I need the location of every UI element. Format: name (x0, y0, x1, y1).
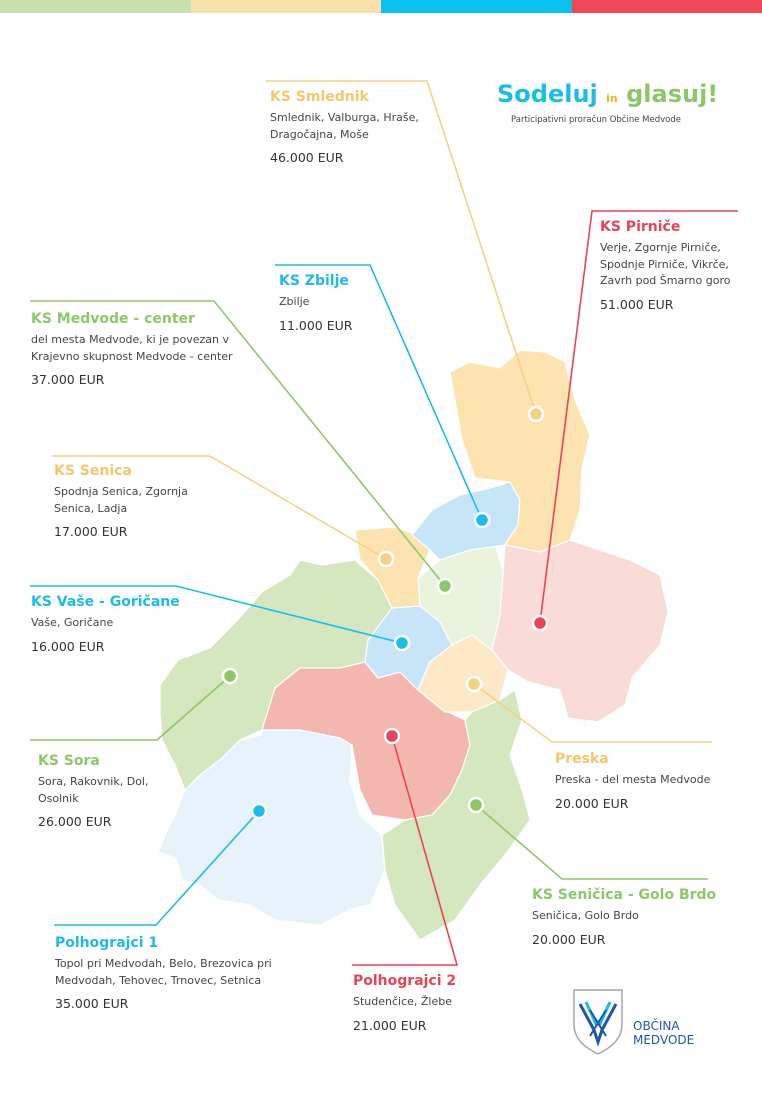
marker-polhograjci-2[interactable] (383, 727, 401, 745)
campaign-title-part1: Sodeluj (497, 80, 598, 108)
area-label-medvode-center: KS Medvode - center del mesta Medvode, k… (31, 310, 236, 388)
top-bar-segment-blue (381, 0, 572, 13)
area-name: KS Zbilje (279, 273, 349, 289)
campaign-title-in: in (606, 92, 618, 105)
area-label-senicica-golo-brdo: KS Seničica - Golo Brdo Seničica, Golo B… (532, 886, 747, 948)
area-name: Polhograjci 2 (353, 973, 457, 989)
area-name: KS Sora (38, 753, 100, 769)
area-amount: 20.000 EUR (555, 795, 629, 811)
area-places: Zbilje (279, 295, 310, 308)
area-places: Topol pri Medvodah, Belo, Brezovica pri … (55, 957, 272, 987)
area-amount: 35.000 EUR (55, 996, 129, 1011)
area-places: Sora, Rakovnik, Dol, Osolnik (38, 775, 149, 805)
leader-line-sora (30, 675, 231, 741)
area-label-senica: KS Senica Spodnja Senica, Zgornja Senica… (54, 462, 214, 540)
area-label-zbilje: KS Zbilje Zbilje 11.000 EUR (279, 272, 409, 334)
leader-line-senica (52, 455, 387, 560)
area-places: Verje, Zgornje Pirniče, Spodnje Pirniče,… (600, 241, 731, 287)
area-label-sora: KS Sora Sora, Rakovnik, Dol, Osolnik 26.… (38, 752, 158, 830)
marker-smlednik[interactable] (527, 405, 545, 423)
municipality-name: OBČINA MEDVODE (633, 1019, 694, 1047)
area-name: Polhograjci 1 (55, 935, 159, 951)
area-amount: 21.000 EUR (353, 1017, 427, 1033)
map-regions (157, 349, 669, 941)
area-amount: 20.000 EUR (532, 931, 606, 947)
marker-senica[interactable] (377, 550, 395, 568)
top-bar-segment-yellow (190, 0, 381, 13)
area-amount: 16.000 EUR (31, 638, 105, 654)
area-label-vase-goricane: KS Vaše - Goričane Vaše, Goričane 16.000… (31, 593, 211, 655)
area-places: Studenčice, Žlebe (353, 995, 453, 1008)
campaign-logo: Sodeluj in glasuj! Participativni prorač… (497, 80, 718, 125)
region-zbilje[interactable] (411, 481, 521, 561)
marker-preska[interactable] (465, 675, 483, 693)
area-places: del mesta Medvode, ki je povezan v Kraje… (31, 333, 233, 363)
marker-medvode-center[interactable] (436, 577, 454, 595)
marker-pirnice[interactable] (531, 614, 549, 632)
area-label-polhograjci-1: Polhograjci 1 Topol pri Medvodah, Belo, … (55, 934, 295, 1012)
top-color-bar (0, 0, 762, 13)
area-label-preska: Preska Preska - del mesta Medvode 20.000… (555, 750, 735, 812)
campaign-title: Sodeluj in glasuj! (497, 80, 718, 113)
area-amount: 37.000 EUR (31, 372, 105, 387)
leader-line-medvode-center (30, 300, 446, 587)
area-label-pirnice: KS Pirniče Verje, Zgornje Pirniče, Spodn… (600, 218, 750, 313)
marker-senicica-golo-brdo[interactable] (467, 796, 485, 814)
municipality-logo: OBČINA MEDVODE (570, 986, 730, 1056)
coat-of-arms-icon (573, 989, 623, 1055)
leader-lines (30, 80, 738, 966)
area-amount: 17.000 EUR (54, 524, 128, 539)
region-senicica-golo-brdo[interactable] (381, 689, 531, 941)
area-name: KS Senica (54, 463, 132, 479)
area-amount: 51.000 EUR (600, 296, 674, 312)
area-name: Preska (555, 751, 609, 767)
marker-zbilje[interactable] (473, 511, 491, 529)
area-amount: 46.000 EUR (270, 150, 344, 165)
leader-line-polhograjci-2 (352, 735, 459, 966)
leader-line-pirnice (539, 210, 738, 624)
area-amount: 11.000 EUR (279, 317, 353, 333)
municipality-name-line1: OBČINA (633, 1019, 680, 1033)
area-name: KS Medvode - center (31, 311, 195, 327)
area-name: KS Vaše - Goričane (31, 594, 180, 610)
area-name: KS Smlednik (270, 89, 369, 105)
area-name: KS Seničica - Golo Brdo (532, 887, 717, 903)
area-name: KS Pirniče (600, 219, 681, 235)
leader-line-smlednik (266, 80, 537, 415)
campaign-title-part2: glasuj! (626, 80, 719, 108)
marker-vase-goricane[interactable] (393, 634, 411, 652)
leader-line-zbilje (275, 264, 483, 521)
area-places: Spodnja Senica, Zgornja Senica, Ladja (54, 485, 188, 515)
area-places: Seničica, Golo Brdo (532, 909, 639, 922)
leader-line-senicica-golo-brdo (475, 804, 708, 880)
region-polhograjci-1[interactable] (157, 727, 386, 926)
municipality-name-line2: MEDVODE (633, 1033, 695, 1047)
area-places: Preska - del mesta Medvode (555, 773, 711, 786)
marker-polhograjci-1[interactable] (250, 802, 268, 820)
leader-line-vase-goricane (30, 585, 403, 644)
region-pirnice[interactable] (491, 539, 669, 723)
area-amount: 26.000 EUR (38, 814, 112, 829)
top-bar-segment-red (571, 0, 762, 13)
leader-line-preska (473, 683, 712, 743)
area-places: Smlednik, Valburga, Hraše, Dragočajna, M… (270, 111, 419, 141)
leader-line-polhograjci-1 (54, 810, 260, 926)
region-markers (221, 405, 549, 820)
region-senica[interactable] (354, 526, 431, 609)
marker-sora[interactable] (221, 667, 239, 685)
area-places: Vaše, Goričane (31, 616, 114, 629)
area-label-smlednik: KS Smlednik Smlednik, Valburga, Hraše, D… (270, 88, 435, 166)
campaign-subtitle: Participativni proračun Občine Medvode (511, 115, 681, 125)
top-bar-segment-green (0, 0, 191, 13)
area-label-polhograjci-2: Polhograjci 2 Studenčice, Žlebe 21.000 E… (353, 972, 503, 1034)
